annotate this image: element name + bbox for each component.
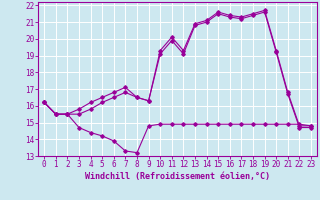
X-axis label: Windchill (Refroidissement éolien,°C): Windchill (Refroidissement éolien,°C) xyxy=(85,172,270,181)
